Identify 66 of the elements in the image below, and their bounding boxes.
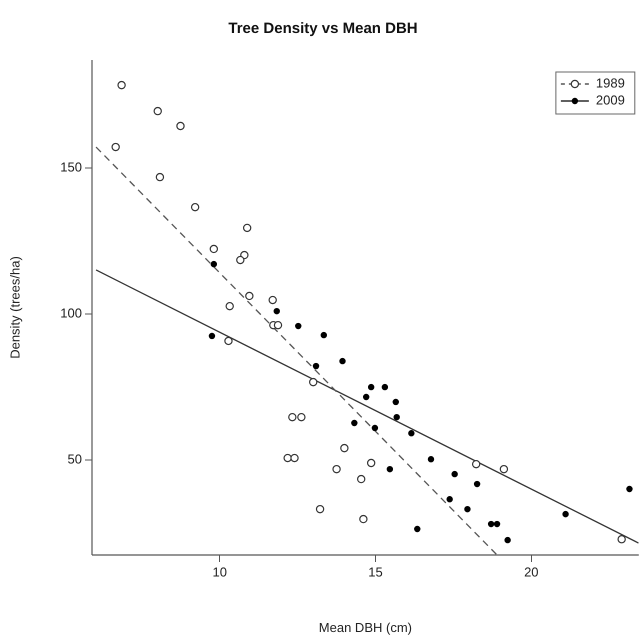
point xyxy=(210,244,218,254)
point xyxy=(356,474,366,484)
point xyxy=(208,332,216,340)
x-tick-label: 20 xyxy=(524,564,539,580)
point xyxy=(340,444,349,452)
point xyxy=(368,384,374,390)
point xyxy=(316,504,324,514)
point xyxy=(504,536,511,544)
point xyxy=(474,480,480,488)
point xyxy=(242,224,252,232)
point xyxy=(446,496,453,502)
point xyxy=(392,398,399,406)
point xyxy=(268,296,277,304)
point xyxy=(472,460,480,468)
x-axis-title: Mean DBH (cm) xyxy=(318,620,412,635)
point xyxy=(176,122,185,130)
point xyxy=(626,486,633,492)
point xyxy=(283,454,292,462)
point xyxy=(394,414,400,420)
chart-title: Tree Density vs Mean DBH xyxy=(228,20,418,38)
point xyxy=(366,458,376,468)
point xyxy=(562,510,569,518)
y-axis-title: Density (trees/ha) xyxy=(7,256,22,359)
point xyxy=(451,470,458,478)
point xyxy=(274,308,280,314)
point xyxy=(290,454,299,462)
point xyxy=(464,506,471,512)
point xyxy=(274,320,282,330)
legend-label: 2009 xyxy=(596,92,625,108)
point xyxy=(372,424,378,432)
point xyxy=(210,260,218,268)
point xyxy=(339,358,346,364)
point xyxy=(297,412,306,422)
point xyxy=(245,292,254,300)
point xyxy=(332,464,341,474)
point xyxy=(111,142,120,152)
point xyxy=(362,394,370,400)
point xyxy=(617,535,626,544)
point xyxy=(351,420,358,426)
point xyxy=(494,520,500,528)
point xyxy=(312,362,320,370)
point xyxy=(190,202,200,212)
x-tick-label: 15 xyxy=(368,564,383,580)
point xyxy=(408,430,415,436)
y-tick-label: 50 xyxy=(68,452,82,467)
point xyxy=(359,514,368,524)
point xyxy=(117,80,126,90)
y-tick-label: 100 xyxy=(60,306,82,321)
point xyxy=(488,520,494,528)
point xyxy=(309,378,318,386)
point xyxy=(428,456,434,462)
legend-label: 1989 xyxy=(596,76,625,91)
point xyxy=(500,464,508,474)
x-tick-label: 10 xyxy=(212,564,227,580)
point xyxy=(236,256,245,264)
point xyxy=(154,106,162,116)
point xyxy=(414,526,420,532)
point xyxy=(226,302,234,310)
point xyxy=(386,466,394,472)
point xyxy=(224,336,233,346)
y-tick-label: 150 xyxy=(60,160,82,175)
point xyxy=(288,412,297,422)
point xyxy=(295,322,302,330)
point xyxy=(156,172,164,182)
point xyxy=(320,332,328,338)
point xyxy=(382,384,388,390)
